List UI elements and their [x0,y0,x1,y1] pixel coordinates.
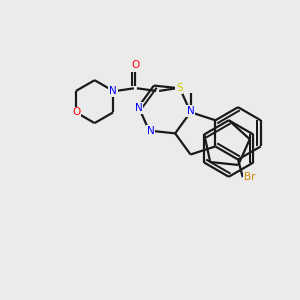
Text: O: O [72,107,80,117]
Text: Br: Br [244,172,255,182]
Text: N: N [109,86,117,96]
Text: N: N [135,103,142,113]
Text: O: O [131,60,140,70]
Text: N: N [187,106,194,116]
Text: N: N [147,126,154,136]
Text: S: S [176,83,183,93]
